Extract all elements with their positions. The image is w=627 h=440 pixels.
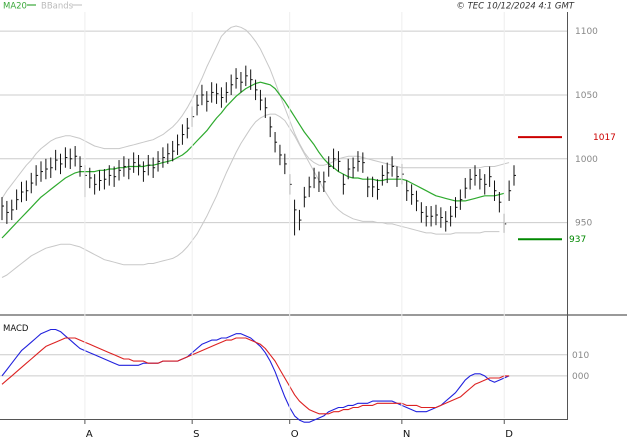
macd-signal-line (1, 337, 510, 415)
month-label: S (193, 429, 199, 440)
price-panel: 950 1000 1050 1100 1017 937 (0, 25, 616, 278)
price-axis-tick-label: 1100 (575, 27, 598, 37)
macd-axis-tick-label: 010 (572, 351, 589, 361)
legend-bbands: BBands (41, 2, 74, 12)
bbands-lower-line (1, 113, 500, 278)
price-axis-tick-label: 1050 (575, 91, 598, 101)
price-axis-tick-label: 1000 (575, 155, 598, 165)
legend-ma20: MA20 (3, 2, 27, 12)
macd-axis-tick-label: 000 (572, 372, 589, 382)
month-label: D (505, 429, 513, 440)
month-label: A (86, 429, 93, 440)
support-level-label: 937 (569, 235, 586, 245)
month-label: N (403, 429, 410, 440)
copyright-text: © TEC 10/12/2024 4:1 GMT (456, 2, 574, 12)
ma20-line (1, 81, 505, 239)
bbands-upper-line (1, 25, 510, 199)
month-label: O (291, 429, 299, 440)
macd-panel: 010 000 MACD (0, 324, 589, 423)
price-axis-tick-label: 950 (575, 219, 592, 229)
macd-title: MACD (3, 324, 29, 334)
resistance-level-label: 1017 (593, 133, 616, 143)
